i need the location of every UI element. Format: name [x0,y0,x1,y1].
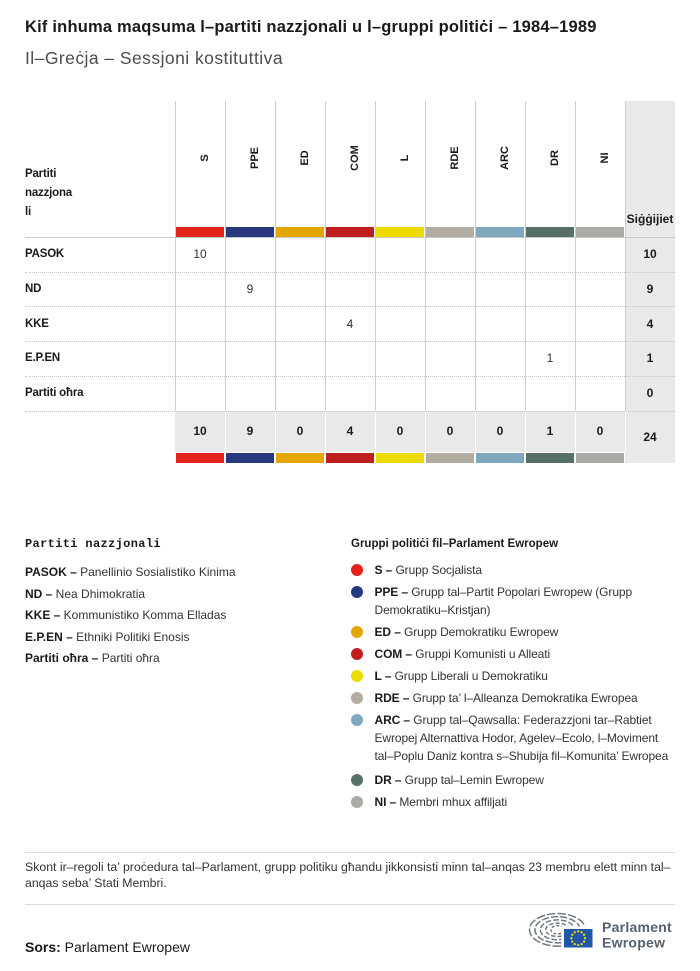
svg-text:Ewropew: Ewropew [602,935,665,951]
svg-text:Parlament: Parlament [602,919,672,935]
